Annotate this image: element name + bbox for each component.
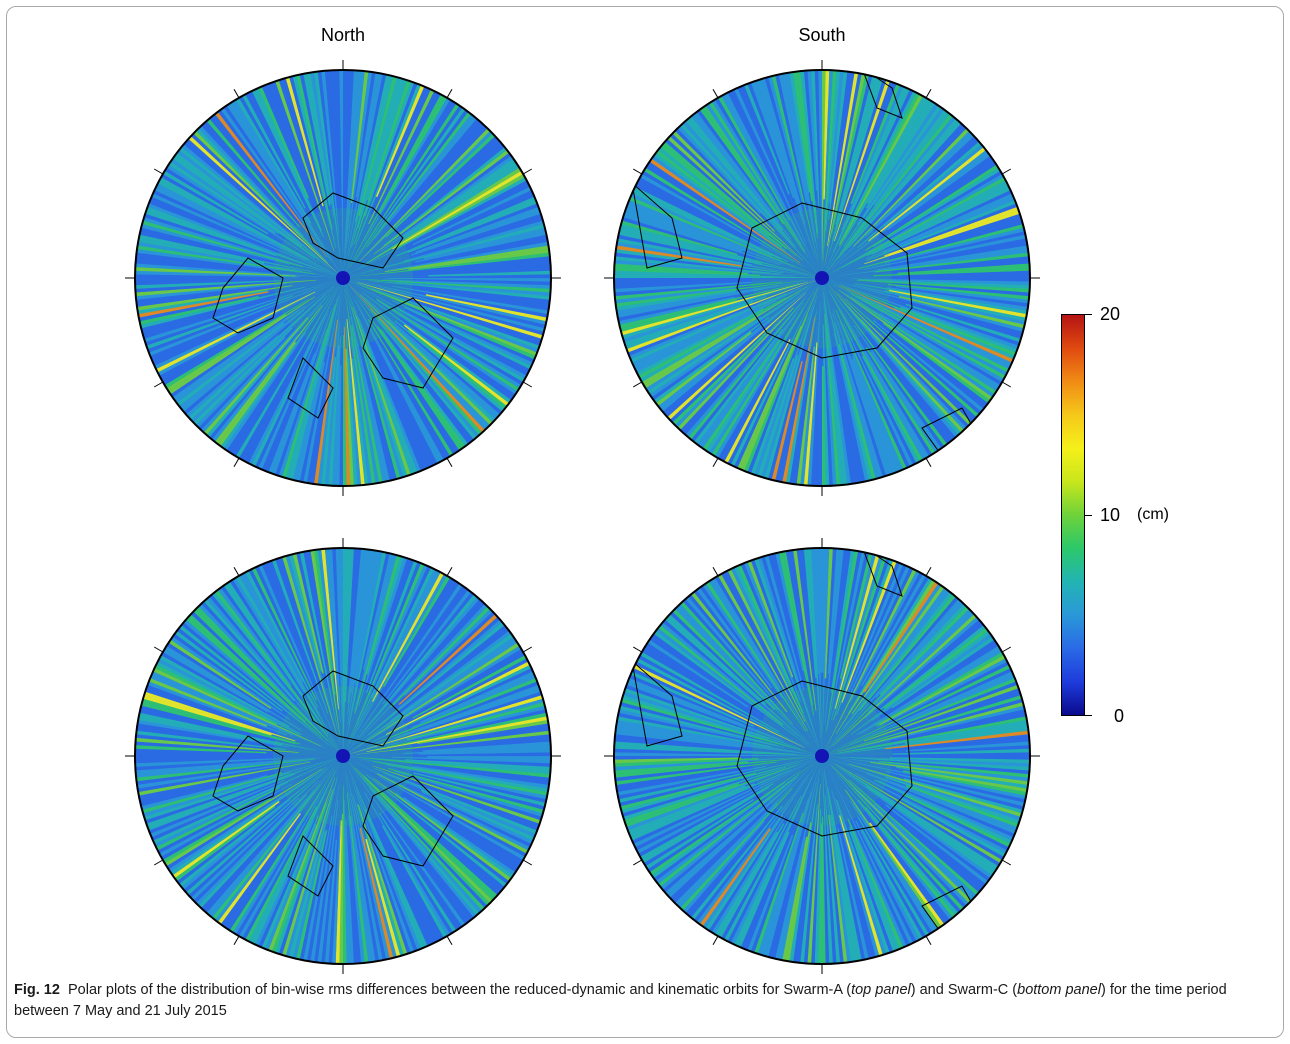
polar-plot-swarm-c-south bbox=[604, 538, 1040, 974]
figure-caption: Fig. 12 Polar plots of the distribution … bbox=[14, 980, 1276, 1022]
caption-italic-2: bottom panel bbox=[1017, 982, 1101, 998]
caption-label: Fig. 12 bbox=[14, 982, 60, 998]
polar-plot-swarm-a-south bbox=[604, 60, 1040, 496]
colorbar-label-max: 20 bbox=[1100, 304, 1121, 324]
polar-plot-swarm-c-north bbox=[125, 538, 561, 974]
figure-frame bbox=[6, 6, 1284, 1038]
caption-text-3: ) for the time period between 7 May and … bbox=[14, 982, 1227, 1019]
colorbar-tick-min bbox=[1085, 715, 1092, 716]
column-title-south: South bbox=[798, 25, 846, 45]
colorbar-unit-label: (cm) bbox=[1137, 506, 1169, 523]
colorbar-label-mid: 10 bbox=[1100, 505, 1121, 525]
caption-text-1: Polar plots of the distribution of bin-w… bbox=[68, 982, 852, 998]
column-title-north: North bbox=[320, 25, 365, 45]
colorbar-gradient bbox=[1061, 314, 1085, 716]
colorbar bbox=[1061, 314, 1085, 716]
polar-plot-swarm-a-north bbox=[125, 60, 561, 496]
colorbar-tick-max bbox=[1085, 314, 1092, 315]
caption-italic-1: top panel bbox=[851, 982, 911, 998]
colorbar-label-min: 0 bbox=[1114, 706, 1125, 726]
colorbar-tick-mid bbox=[1085, 515, 1092, 516]
caption-text-2: ) and Swarm-C ( bbox=[910, 982, 1018, 998]
